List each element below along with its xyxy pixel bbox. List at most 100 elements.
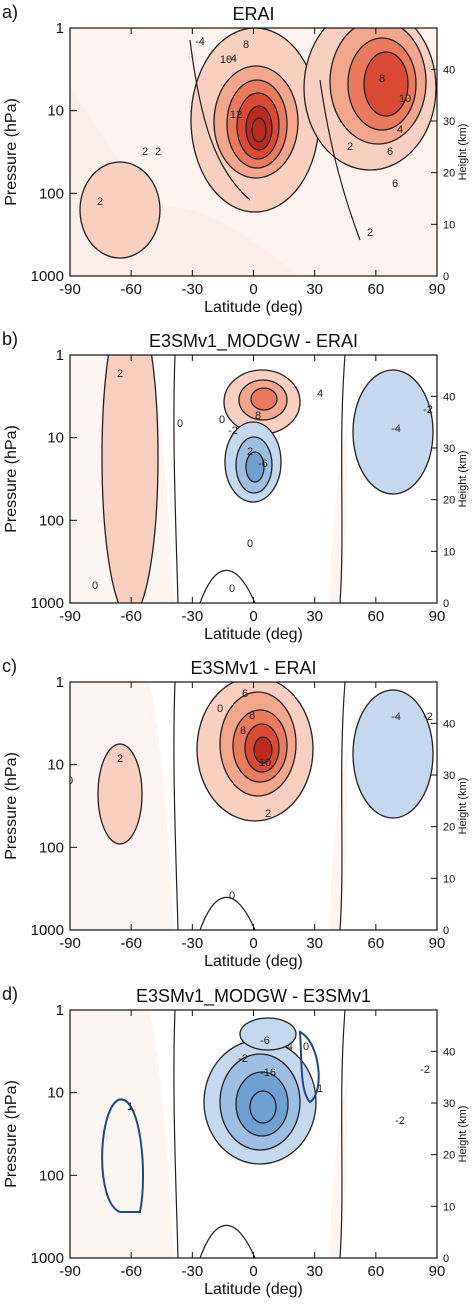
y2-tick-label: 30 bbox=[443, 770, 455, 782]
contour-label: -2 bbox=[423, 404, 433, 416]
y2-tick-label: 10 bbox=[443, 219, 455, 231]
contour-label: -16 bbox=[260, 1067, 276, 1079]
x-tick-label: 90 bbox=[429, 1263, 446, 1280]
x-tick-label: -90 bbox=[59, 935, 81, 952]
y-tick-label: 100 bbox=[39, 512, 64, 529]
contour-line bbox=[339, 1010, 346, 1258]
contour-label: 8 bbox=[240, 725, 246, 737]
contour-label: 2 bbox=[247, 446, 253, 458]
y2-tick-label: 40 bbox=[443, 718, 455, 730]
contour-label: 2 bbox=[117, 753, 123, 765]
y-tick-label: 100 bbox=[39, 185, 64, 202]
y2-tick-label: 40 bbox=[443, 64, 455, 76]
y2-tick-label: 0 bbox=[443, 271, 449, 283]
contour-line bbox=[173, 355, 179, 603]
contour-label: 0 bbox=[247, 538, 253, 550]
contour-region bbox=[251, 117, 267, 143]
y2-tick-label: 30 bbox=[443, 116, 455, 128]
panel-label: b) bbox=[2, 329, 18, 349]
y2-tick-label: 10 bbox=[443, 873, 455, 885]
x-axis-label: Latitude (deg) bbox=[204, 953, 303, 970]
y-tick-label: 100 bbox=[39, 1167, 64, 1184]
x-tick-label: 60 bbox=[367, 1263, 384, 1280]
contour-line bbox=[199, 896, 256, 930]
contour-region bbox=[101, 355, 159, 603]
x-tick-label: 0 bbox=[249, 281, 257, 298]
x-tick-label: 0 bbox=[249, 1263, 257, 1280]
y-tick-label: 100 bbox=[39, 839, 64, 856]
contour-label: -2 bbox=[395, 1115, 405, 1127]
contour-label: 10 bbox=[220, 54, 232, 66]
contour-label: 0 bbox=[229, 890, 235, 902]
contour-label: 1 bbox=[127, 1101, 133, 1113]
y-tick-label: 1 bbox=[56, 347, 64, 364]
contour-region bbox=[79, 161, 161, 259]
x-tick-label: 60 bbox=[367, 281, 384, 298]
contour-label: 2 bbox=[367, 227, 373, 239]
x-tick-label: 0 bbox=[249, 608, 257, 625]
contour-label: 8 bbox=[255, 410, 261, 422]
contour-label: 8 bbox=[249, 710, 255, 722]
panel-label: a) bbox=[2, 2, 18, 22]
contour-label: 0 bbox=[62, 141, 68, 153]
y2-tick-label: 40 bbox=[443, 1046, 455, 1058]
y-tick-label: 1 bbox=[56, 20, 64, 37]
y-tick-label: 1 bbox=[56, 674, 64, 691]
contour-label: 10 bbox=[399, 93, 411, 105]
y-tick-label: 1 bbox=[56, 1002, 64, 1019]
contour-label: 2 bbox=[155, 146, 161, 158]
contour-region bbox=[249, 1090, 277, 1124]
zero-region-east bbox=[340, 1010, 437, 1258]
contour-label: 0 bbox=[217, 703, 223, 715]
x-tick-label: -30 bbox=[181, 281, 203, 298]
x-tick-label: -60 bbox=[120, 1263, 142, 1280]
x-tick-label: 30 bbox=[306, 1263, 323, 1280]
x-tick-label: 30 bbox=[306, 281, 323, 298]
y-axis-label: Pressure (hPa) bbox=[3, 1080, 20, 1188]
contour-label: -2 bbox=[238, 1053, 248, 1065]
y2-tick-label: 30 bbox=[443, 443, 455, 455]
x-tick-label: -30 bbox=[181, 935, 203, 952]
highlight-contour bbox=[298, 1030, 320, 1104]
contour-region bbox=[363, 51, 409, 117]
contour-label: 2 bbox=[265, 808, 271, 820]
y-tick-label: 10 bbox=[47, 757, 64, 774]
x-tick-label: 30 bbox=[306, 935, 323, 952]
y2-axis-label: Height (km) bbox=[457, 1106, 469, 1163]
panel-title: ERAI bbox=[232, 4, 274, 24]
y2-tick-label: 0 bbox=[443, 598, 449, 610]
panel-title: E3SMv1_MODGW - ERAI bbox=[149, 331, 358, 352]
x-tick-label: -60 bbox=[120, 281, 142, 298]
x-tick-label: -90 bbox=[59, 1263, 81, 1280]
y-axis-label: Pressure (hPa) bbox=[3, 752, 20, 860]
contour-region bbox=[352, 689, 434, 819]
contour-label: 2 bbox=[347, 141, 353, 153]
y-axis-label: Pressure (hPa) bbox=[3, 425, 20, 533]
x-tick-label: -30 bbox=[181, 608, 203, 625]
plot-body: -6 -4 -2 -2 -16 0 1 -2 1 bbox=[101, 1010, 437, 1258]
contour-label: -4 bbox=[391, 423, 401, 435]
contour-region bbox=[253, 736, 273, 764]
y2-tick-label: 20 bbox=[443, 1150, 455, 1162]
x-tick-label: -60 bbox=[120, 608, 142, 625]
y2-tick-label: 10 bbox=[443, 1201, 455, 1213]
y2-axis-label: Height (km) bbox=[457, 778, 469, 835]
y-axis-label: Pressure (hPa) bbox=[3, 98, 20, 206]
x-tick-label: 90 bbox=[429, 608, 446, 625]
contour-label: 4 bbox=[317, 388, 323, 400]
contour-label: 0 bbox=[229, 583, 235, 595]
contour-line bbox=[173, 682, 179, 930]
contour-label: 1 bbox=[317, 1083, 323, 1095]
contour-label: -4 bbox=[227, 53, 237, 65]
panel-label: c) bbox=[2, 656, 17, 676]
y-tick-label: 1000 bbox=[31, 1250, 64, 1267]
contour-line bbox=[199, 1224, 256, 1258]
panel-title: E3SMv1 - ERAI bbox=[190, 658, 316, 678]
contour-label: 6 bbox=[387, 146, 393, 158]
